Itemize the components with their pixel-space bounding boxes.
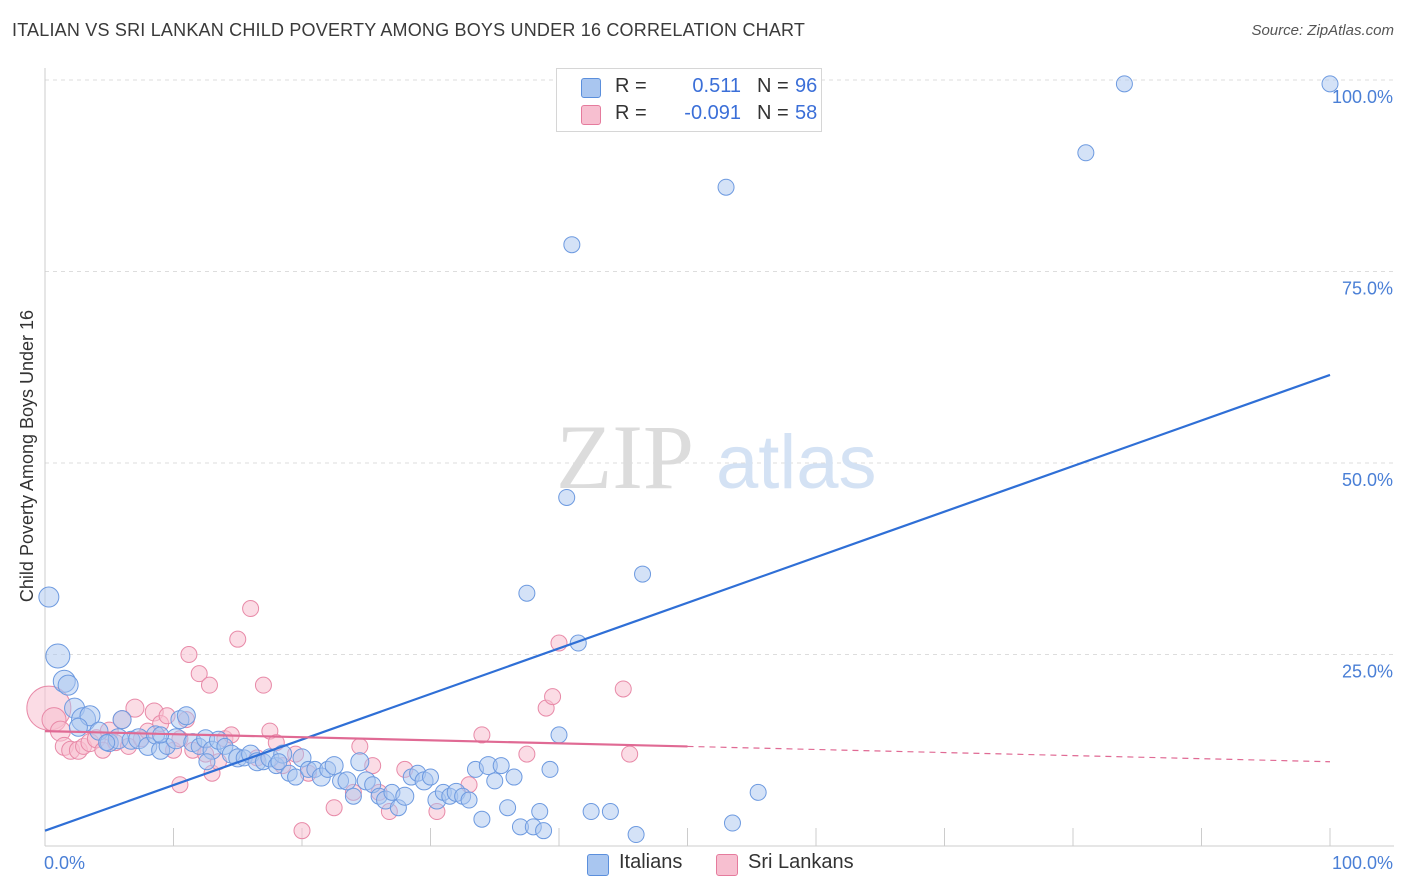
- legend-swatch-italians: [581, 78, 601, 98]
- data-point-sri-lankans: [180, 646, 198, 663]
- data-point-italians: [563, 236, 581, 254]
- data-point-italians: [57, 674, 79, 696]
- legend-r-label: R =: [615, 75, 647, 97]
- data-point-italians: [518, 584, 536, 602]
- data-point-italians: [1115, 75, 1133, 93]
- data-point-sri-lankans: [518, 745, 536, 763]
- trend-lines: [44, 373, 1331, 832]
- legend-n-value: 96: [795, 75, 818, 97]
- data-point-italians: [550, 726, 568, 744]
- data-point-sri-lankans: [325, 799, 343, 817]
- legend-swatch-sri-lankans: [716, 854, 738, 876]
- data-point-italians: [1321, 75, 1339, 93]
- data-point-italians: [350, 752, 370, 772]
- data-point-italians: [38, 586, 60, 608]
- data-point-italians: [582, 803, 600, 821]
- data-point-italians: [499, 799, 517, 817]
- data-point-italians: [505, 768, 523, 786]
- data-point-italians: [198, 753, 216, 771]
- y-tick-label: 100.0%: [1332, 87, 1393, 107]
- data-point-italians: [176, 706, 196, 726]
- data-point-italians: [395, 786, 415, 806]
- data-point-italians: [601, 803, 619, 821]
- y-tick-label: 75.0%: [1342, 279, 1393, 299]
- data-point-sri-lankans: [473, 726, 491, 744]
- data-point-sri-lankans: [614, 680, 632, 698]
- data-point-sri-lankans: [125, 698, 145, 718]
- data-point-italians: [723, 814, 741, 832]
- legend-n-label: N =: [757, 102, 789, 124]
- data-point-italians: [45, 643, 71, 669]
- data-point-sri-lankans: [293, 822, 311, 840]
- y-tick-label: 25.0%: [1342, 662, 1393, 682]
- y-tick-label: 50.0%: [1342, 470, 1393, 490]
- trend-line-sri-lankans-extension: [687, 745, 1331, 763]
- tick-labels: 25.0% 50.0% 75.0% 100.0% 0.0% 100.0%: [44, 87, 1393, 873]
- data-point-italians: [473, 810, 491, 828]
- data-point-italians: [634, 565, 652, 583]
- watermark: ZIP atlas: [556, 406, 877, 508]
- data-point-italians: [460, 791, 478, 809]
- chart-title: ITALIAN VS SRI LANKAN CHILD POVERTY AMON…: [12, 20, 806, 40]
- data-point-italians: [541, 760, 559, 778]
- x-tick-label: 0.0%: [44, 853, 85, 873]
- watermark-atlas: atlas: [716, 420, 877, 505]
- data-point-italians: [337, 771, 357, 791]
- data-point-italians: [98, 734, 116, 752]
- source-credit: Source: ZipAtlas.com: [1251, 22, 1394, 39]
- data-point-italians: [486, 772, 504, 790]
- data-point-sri-lankans: [242, 600, 260, 618]
- trend-line-sri-lankans: [44, 730, 688, 748]
- data-point-italians: [558, 488, 576, 506]
- data-point-sri-lankans: [229, 630, 247, 648]
- grid-lines: [45, 79, 1394, 655]
- legend-r-label: R =: [615, 102, 647, 124]
- correlation-legend: R = 0.511 N = 96 R = -0.091 N = 58: [556, 68, 822, 132]
- legend-label-sri-lankans: Sri Lankans: [748, 851, 854, 873]
- data-point-sri-lankans: [544, 688, 562, 706]
- data-point-italians: [270, 753, 288, 771]
- x-tick-label: 100.0%: [1332, 853, 1393, 873]
- legend-swatch-italians: [587, 854, 609, 876]
- legend-r-value: -0.091: [684, 102, 741, 124]
- legend-n-value: 58: [795, 102, 818, 124]
- data-point-sri-lankans: [190, 665, 208, 683]
- data-point-sri-lankans: [621, 745, 639, 763]
- data-point-italians: [749, 783, 767, 801]
- data-point-sri-lankans: [351, 737, 369, 755]
- trend-line-italians: [44, 373, 1331, 832]
- data-point-italians: [535, 822, 553, 840]
- data-point-italians: [68, 717, 88, 737]
- legend-swatch-sri-lankans: [581, 105, 601, 125]
- data-point-italians: [344, 787, 362, 805]
- data-point-sri-lankans: [200, 676, 218, 694]
- data-point-sri-lankans: [254, 676, 272, 694]
- data-point-italians: [627, 826, 645, 844]
- legend-n-label: N =: [757, 75, 789, 97]
- legend-label-italians: Italians: [619, 851, 683, 873]
- data-point-italians: [287, 768, 305, 786]
- data-point-italians: [112, 710, 132, 730]
- watermark-zip: ZIP: [556, 406, 694, 508]
- data-point-italians: [1077, 144, 1095, 162]
- data-point-italians: [531, 803, 549, 821]
- data-point-italians: [165, 728, 187, 750]
- data-point-italians: [492, 757, 510, 775]
- legend-r-value: 0.511: [692, 75, 741, 97]
- data-point-italians: [717, 178, 735, 196]
- data-point-italians: [422, 768, 439, 786]
- data-point-italians: [324, 756, 344, 776]
- y-axis-label: Child Poverty Among Boys Under 16: [17, 310, 37, 602]
